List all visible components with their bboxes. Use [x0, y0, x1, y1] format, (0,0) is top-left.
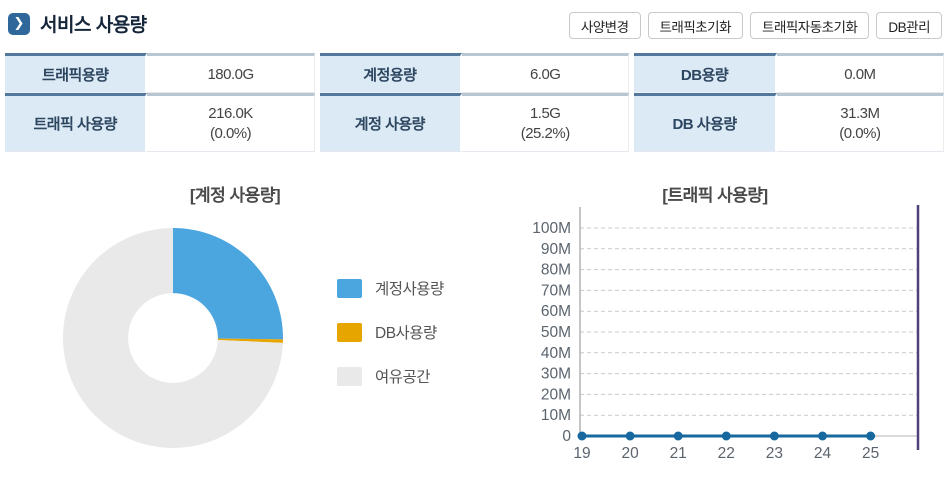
traffic-capacity-label: 트래픽용량 — [5, 53, 148, 93]
pie-slice-1 — [217, 338, 283, 343]
data-point-23 — [769, 431, 779, 441]
account-usage-percent: (25.2%) — [520, 125, 571, 142]
page-title: 서비스 사용량 — [40, 15, 147, 36]
data-point-19 — [577, 431, 587, 441]
account-capacity-value: 6.0G — [462, 53, 630, 93]
db-capacity-label: DB용량 — [634, 53, 777, 93]
x-tick-label: 22 — [718, 445, 735, 462]
account-usage-swatch — [337, 278, 362, 298]
account-capacity-label: 계정용량 — [319, 53, 463, 93]
usage-summary-table: 트래픽용량 180.0G 트래픽 사용량 216.0K (0.0%) 계정용량 … — [5, 53, 944, 152]
db-manage-button[interactable]: DB관리 — [876, 12, 942, 39]
account-usage-amount: 1.5G — [529, 105, 561, 122]
account-usage-chart-title: [계정 사용량] — [189, 186, 281, 205]
y-tick-label: 0 — [562, 428, 571, 445]
page-header: ❯ 서비스 사용량 사양변경 트래픽초기화 트래픽자동초기화 DB관리 — [0, 0, 950, 46]
data-point-24 — [818, 431, 827, 441]
account-group: 계정용량 6.0G 계정 사용량 1.5G (25.2%) — [319, 53, 630, 152]
traffic-auto-reset-button[interactable]: 트래픽자동초기화 — [750, 12, 870, 39]
header-buttons: 사양변경 트래픽초기화 트래픽자동초기화 DB관리 — [568, 12, 942, 39]
y-tick-label: 50M — [541, 324, 571, 341]
x-tick-label: 24 — [814, 445, 832, 462]
y-tick-label: 20M — [541, 386, 571, 403]
y-tick-label: 70M — [541, 282, 571, 299]
pie-slice-0 — [173, 228, 283, 340]
db-usage-swatch — [337, 322, 362, 342]
pie-slice-2 — [62, 228, 283, 448]
traffic-usage-label: 트래픽 사용량 — [5, 93, 148, 152]
data-point-25 — [866, 431, 876, 441]
db-usage-label: DB 사용량 — [634, 93, 777, 152]
y-tick-label: 10M — [541, 407, 571, 424]
traffic-usage-amount: 216.0K — [208, 105, 253, 122]
y-tick-label: 30M — [541, 366, 571, 383]
x-tick-label: 25 — [862, 445, 879, 462]
traffic-usage-chart-title: [트래픽 사용량] — [662, 186, 768, 205]
y-tick-label: 100M — [532, 220, 571, 237]
x-tick-label: 20 — [621, 445, 639, 462]
legend-item-account: 계정사용량 — [337, 277, 444, 299]
account-usage-donut-chart — [62, 228, 283, 448]
db-usage-legend-label: DB사용량 — [375, 325, 437, 342]
db-usage-percent: (0.0%) — [839, 125, 881, 142]
y-tick-label: 80M — [541, 262, 571, 279]
legend-item-db: DB사용량 — [337, 321, 444, 343]
db-group: DB용량 0.0M DB 사용량 31.3M (0.0%) — [634, 53, 944, 152]
free-space-swatch — [337, 366, 362, 386]
chevron-right-icon: ❯ — [8, 12, 30, 35]
x-tick-label: 19 — [573, 445, 590, 462]
data-point-20 — [625, 431, 635, 441]
y-tick-label: 90M — [541, 241, 571, 258]
y-tick-label: 60M — [541, 303, 571, 320]
data-point-21 — [673, 431, 683, 441]
db-capacity-value: 0.0M — [776, 53, 944, 93]
traffic-reset-button[interactable]: 트래픽초기화 — [647, 12, 744, 39]
y-tick-label: 40M — [541, 345, 571, 362]
traffic-usage-percent: (0.0%) — [209, 125, 252, 142]
account-usage-value: 1.5G (25.2%) — [462, 93, 630, 152]
x-tick-label: 21 — [670, 445, 687, 462]
traffic-capacity-value: 180.0G — [147, 53, 315, 93]
account-usage-legend-label: 계정사용량 — [375, 281, 444, 298]
data-point-22 — [721, 431, 731, 441]
x-tick-label: 23 — [766, 445, 783, 462]
change-spec-button[interactable]: 사양변경 — [568, 12, 641, 39]
traffic-group: 트래픽용량 180.0G 트래픽 사용량 216.0K (0.0%) — [5, 53, 315, 152]
traffic-usage-line-chart: 0 10M 20M 30M 40M 50M 60M 70M 80M 90M 100M 19 20 21 22… — [532, 205, 920, 462]
legend-item-free: 여유공간 — [337, 365, 444, 387]
donut-legend: 계정사용량 DB사용량 여유공간 — [337, 277, 444, 387]
account-usage-label: 계정 사용량 — [319, 93, 463, 152]
db-usage-amount: 31.3M — [840, 105, 880, 122]
title-wrap: ❯ 서비스 사용량 — [8, 10, 147, 37]
db-usage-value: 31.3M (0.0%) — [776, 93, 944, 152]
traffic-usage-value: 216.0K (0.0%) — [147, 93, 315, 152]
free-space-legend-label: 여유공간 — [375, 369, 431, 386]
